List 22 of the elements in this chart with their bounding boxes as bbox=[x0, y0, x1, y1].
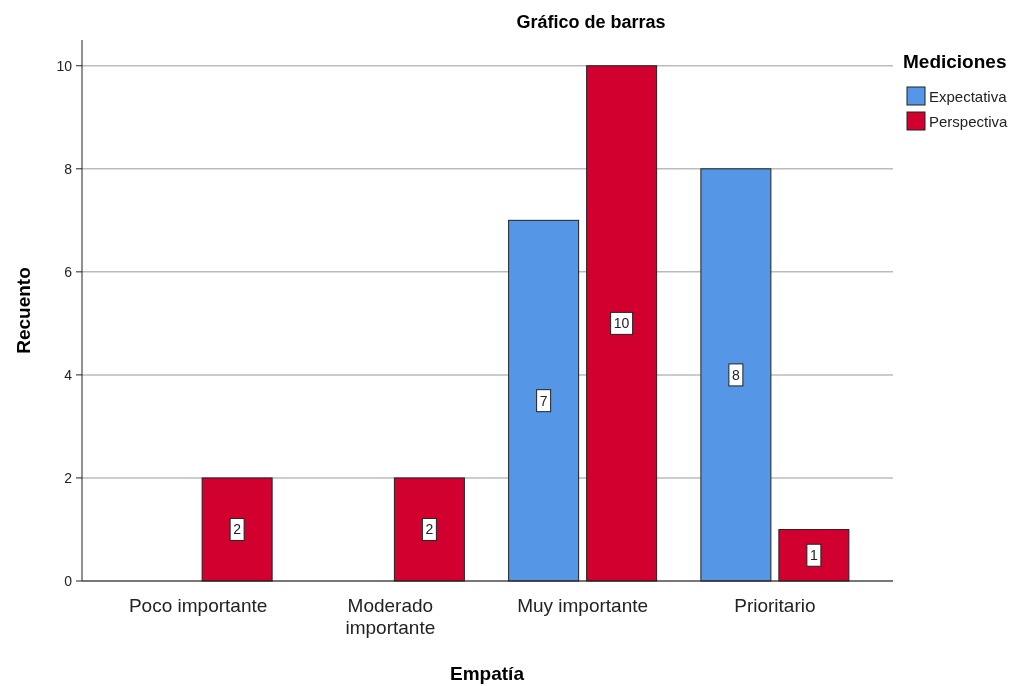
y-tick-label: 6 bbox=[64, 263, 73, 280]
x-tick-label: Poco importante bbox=[128, 595, 268, 616]
y-tick-label: 10 bbox=[56, 57, 73, 74]
legend-label: Expectativa bbox=[929, 88, 1008, 105]
data-label: 8 bbox=[731, 366, 740, 383]
x-tick-label: Moderado importante bbox=[345, 595, 436, 638]
data-label: 10 bbox=[613, 315, 630, 332]
y-tick-label: 4 bbox=[64, 366, 73, 383]
y-axis-title: Recuento bbox=[13, 267, 34, 354]
data-label: 2 bbox=[425, 521, 434, 538]
y-tick-label: 0 bbox=[64, 573, 73, 589]
y-tick-label: 2 bbox=[64, 469, 73, 486]
legend-title: Mediciones bbox=[903, 51, 1007, 72]
data-label: 7 bbox=[539, 392, 548, 409]
legend-label: Perspectiva bbox=[929, 113, 1009, 130]
x-axis-title: Empatía bbox=[450, 663, 525, 684]
data-label: 2 bbox=[233, 521, 242, 538]
y-tick-label: 8 bbox=[64, 160, 73, 177]
x-tick-label: Muy importante bbox=[517, 595, 649, 616]
data-label: 1 bbox=[809, 547, 818, 564]
x-tick-label: Prioritario bbox=[734, 595, 816, 616]
chart-title: Gráfico de barras bbox=[516, 12, 666, 32]
